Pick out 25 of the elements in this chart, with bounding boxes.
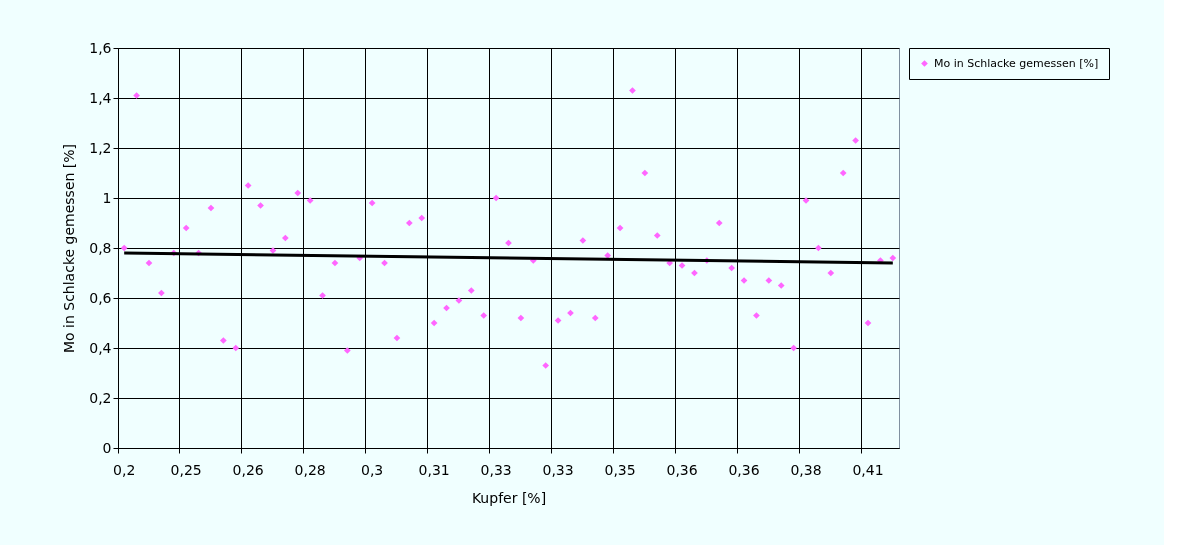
x-tick-label: 0,36 (728, 461, 760, 478)
x-tick-label: 0,41 (852, 461, 884, 478)
x-tick-label: 0,28 (294, 461, 326, 478)
x-tick-label: 0,36 (666, 461, 698, 478)
x-axis-title: Kupfer [%] (471, 489, 547, 506)
y-axis-title: Mo in Schlacke gemessen [%] (61, 143, 78, 354)
y-tick-label: 0,4 (89, 339, 112, 356)
y-tick-label: 0,8 (89, 239, 112, 256)
y-tick-label: 1 (102, 189, 112, 206)
y-tick-label: 1,6 (89, 39, 112, 56)
y-tick-label: 1,4 (89, 89, 112, 106)
y-tick-label: 0,2 (89, 389, 112, 406)
x-tick-label: 0,33 (480, 461, 512, 478)
x-tick-label: 0,2 (113, 461, 136, 478)
x-tick-label: 0,35 (604, 461, 636, 478)
x-tick-label: 0,26 (232, 461, 264, 478)
y-tick-label: 1,2 (89, 139, 112, 156)
y-tick-label: 0,6 (89, 289, 112, 306)
y-tick-label: 0 (102, 439, 112, 456)
x-tick-label: 0,33 (542, 461, 574, 478)
legend-label: Mo in Schlacke gemessen [%] (934, 56, 1099, 70)
x-tick-label: 0,31 (418, 461, 450, 478)
x-tick-label: 0,3 (361, 461, 384, 478)
x-tick-label: 0,38 (790, 461, 822, 478)
x-tick-label: 0,25 (170, 461, 202, 478)
